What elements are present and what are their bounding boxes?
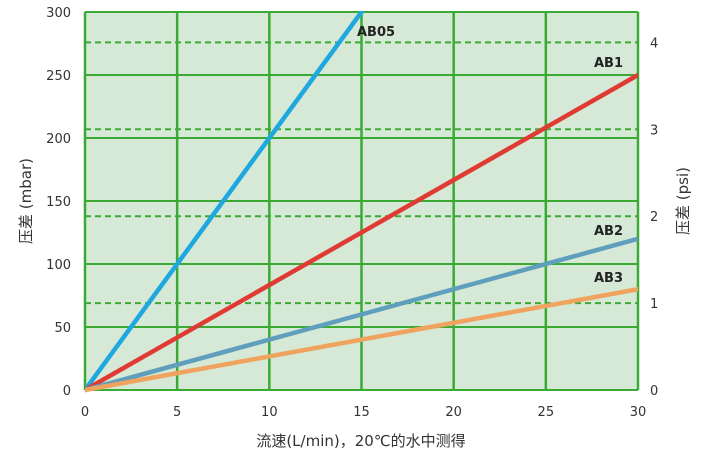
y2-tick-label: 1 <box>650 297 658 312</box>
x-tick-label: 15 <box>353 405 370 420</box>
y-axis-ticks: 0 50 100 150 200 250 300 <box>46 6 71 399</box>
series-line-ab3 <box>85 286 638 393</box>
series-line-ab1 <box>85 72 638 393</box>
y-tick-label: 200 <box>46 132 71 147</box>
series-label-ab3: AB3 <box>594 271 623 286</box>
x-tick-label: 0 <box>81 405 89 420</box>
x-tick-label: 25 <box>538 405 555 420</box>
y2-axis-title: 压差 (psi) <box>674 167 692 235</box>
y2-tick-label: 3 <box>650 123 658 138</box>
y-axis-title: 压差 (mbar) <box>17 158 35 244</box>
y-tick-label: 50 <box>54 321 71 336</box>
y-tick-label: 150 <box>46 195 71 210</box>
y-tick-label: 250 <box>46 69 71 84</box>
x-tick-label: 30 <box>630 405 647 420</box>
series-lines <box>85 11 638 393</box>
series-label-ab1: AB1 <box>594 56 623 71</box>
x-axis-ticks: 0 5 10 15 20 25 30 <box>81 405 646 420</box>
x-tick-label: 20 <box>445 405 462 420</box>
series-label-ab2: AB2 <box>594 224 623 239</box>
x-axis-title: 流速(L/min)，20℃的水中测得 <box>256 432 465 450</box>
y2-tick-label: 4 <box>650 36 658 51</box>
y2-axis-ticks: 0 1 2 3 4 <box>650 36 658 399</box>
series-line-ab05 <box>85 11 364 393</box>
y-tick-label: 100 <box>46 258 71 273</box>
x-tick-label: 5 <box>173 405 181 420</box>
y-tick-label: 0 <box>63 384 71 399</box>
x-tick-label: 10 <box>261 405 278 420</box>
y-tick-label: 300 <box>46 6 71 21</box>
y2-tick-label: 2 <box>650 210 658 225</box>
series-line-ab2 <box>85 236 638 393</box>
y2-tick-label: 0 <box>650 384 658 399</box>
series-label-ab05: AB05 <box>357 25 395 40</box>
series-labels: AB05 AB1 AB2 AB3 <box>357 25 623 286</box>
